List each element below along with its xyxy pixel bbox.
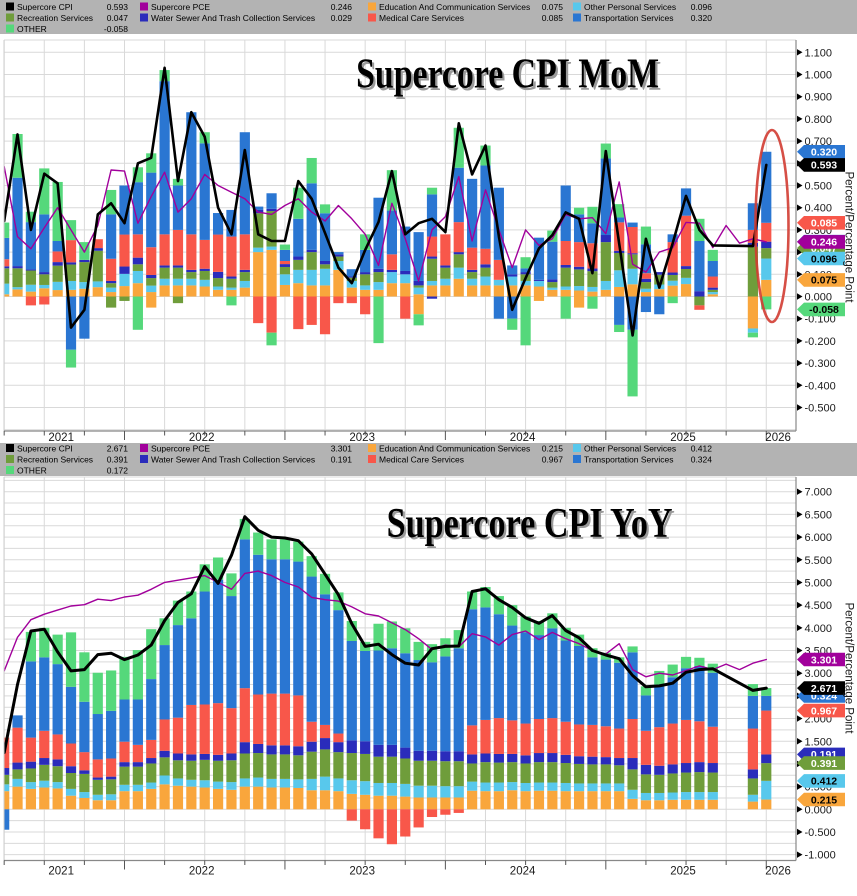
svg-text:2022: 2022 [189, 432, 215, 444]
svg-text:0.900: 0.900 [805, 92, 833, 104]
svg-text:0.324: 0.324 [691, 455, 713, 465]
svg-text:0.593: 0.593 [811, 160, 837, 172]
svg-text:0.412: 0.412 [691, 444, 713, 454]
svg-text:0.029: 0.029 [331, 13, 353, 23]
svg-text:2024: 2024 [510, 432, 536, 444]
svg-text:Supercore CPI YoY: Supercore CPI YoY [389, 503, 675, 549]
svg-text:0.800: 0.800 [805, 114, 833, 126]
svg-text:4.500: 4.500 [805, 600, 833, 612]
svg-text:Supercore CPI YoY: Supercore CPI YoY [387, 501, 673, 547]
svg-text:-0.300: -0.300 [805, 358, 836, 370]
svg-text:2022: 2022 [189, 866, 215, 878]
svg-text:0.075: 0.075 [811, 275, 837, 287]
svg-text:Supercore CPI: Supercore CPI [17, 444, 73, 454]
svg-text:2021: 2021 [48, 432, 74, 444]
svg-text:4.000: 4.000 [805, 623, 833, 635]
svg-text:OTHER: OTHER [17, 466, 47, 476]
svg-text:0.191: 0.191 [331, 455, 353, 465]
svg-text:0.412: 0.412 [811, 776, 837, 788]
svg-text:Education And Communication Se: Education And Communication Services [379, 2, 530, 12]
svg-text:1.000: 1.000 [805, 70, 833, 82]
svg-text:0.320: 0.320 [691, 13, 713, 23]
svg-text:0.400: 0.400 [805, 203, 833, 215]
svg-text:0.320: 0.320 [811, 147, 837, 159]
svg-text:Supercore CPI MoM: Supercore CPI MoM [358, 54, 661, 100]
svg-text:-0.400: -0.400 [805, 380, 836, 392]
svg-text:2025: 2025 [670, 866, 696, 878]
svg-text:0.246: 0.246 [331, 2, 353, 12]
svg-text:2021: 2021 [48, 866, 74, 878]
svg-text:2025: 2025 [670, 432, 696, 444]
svg-text:Recreation Services: Recreation Services [17, 13, 93, 23]
svg-text:0.047: 0.047 [107, 13, 129, 23]
svg-text:Percent/Percentage Point: Percent/Percentage Point [843, 171, 855, 303]
svg-text:-0.200: -0.200 [805, 336, 836, 348]
svg-text:7.000: 7.000 [805, 487, 833, 499]
svg-text:Transportation Services: Transportation Services [584, 13, 673, 23]
svg-text:Education And Communication Se: Education And Communication Services [379, 444, 530, 454]
svg-text:0.967: 0.967 [811, 705, 837, 717]
svg-text:0.000: 0.000 [805, 292, 833, 304]
svg-text:2023: 2023 [349, 866, 375, 878]
svg-text:0.172: 0.172 [107, 466, 129, 476]
svg-text:Percent/Percentage Point: Percent/Percentage Point [843, 602, 855, 734]
svg-text:0.075: 0.075 [542, 2, 564, 12]
svg-text:Supercore CPI: Supercore CPI [17, 2, 73, 12]
svg-text:2024: 2024 [510, 866, 536, 878]
svg-text:0.085: 0.085 [542, 13, 564, 23]
svg-text:-1.000: -1.000 [805, 850, 836, 862]
svg-text:-0.058: -0.058 [809, 304, 839, 316]
svg-text:2.671: 2.671 [811, 683, 837, 695]
svg-text:2026: 2026 [765, 432, 791, 444]
svg-text:Supercore CPI MoM: Supercore CPI MoM [356, 52, 659, 98]
svg-text:3.301: 3.301 [811, 654, 837, 666]
svg-text:0.391: 0.391 [811, 758, 837, 770]
svg-text:Other Personal Services: Other Personal Services [584, 444, 676, 454]
svg-text:0.096: 0.096 [811, 253, 837, 265]
svg-text:6.000: 6.000 [805, 532, 833, 544]
svg-text:Supercore PCE: Supercore PCE [151, 444, 210, 454]
svg-text:Supercore PCE: Supercore PCE [151, 2, 210, 12]
svg-text:0.593: 0.593 [107, 2, 129, 12]
svg-text:0.500: 0.500 [805, 181, 833, 193]
svg-text:2.671: 2.671 [107, 444, 129, 454]
svg-text:2026: 2026 [765, 866, 791, 878]
svg-text:0.246: 0.246 [811, 237, 837, 249]
svg-text:6.500: 6.500 [805, 509, 833, 521]
svg-text:3.000: 3.000 [805, 668, 833, 680]
svg-text:-0.058: -0.058 [104, 24, 128, 34]
svg-text:5.500: 5.500 [805, 555, 833, 567]
svg-text:0.000: 0.000 [805, 804, 833, 816]
svg-text:Recreation Services: Recreation Services [17, 455, 93, 465]
svg-text:0.967: 0.967 [542, 455, 564, 465]
svg-text:-0.500: -0.500 [805, 403, 836, 415]
svg-text:Water Sewer And Trash Collecti: Water Sewer And Trash Collection Service… [151, 13, 315, 23]
svg-text:0.215: 0.215 [542, 444, 564, 454]
svg-text:Medical Care Services: Medical Care Services [379, 13, 464, 23]
svg-text:3.301: 3.301 [331, 444, 353, 454]
svg-text:0.096: 0.096 [691, 2, 713, 12]
svg-text:Transportation Services: Transportation Services [584, 455, 673, 465]
svg-text:Water Sewer And Trash Collecti: Water Sewer And Trash Collection Service… [151, 455, 315, 465]
svg-text:5.000: 5.000 [805, 577, 833, 589]
svg-text:Other Personal Services: Other Personal Services [584, 2, 676, 12]
svg-text:1.100: 1.100 [805, 47, 833, 59]
svg-text:-0.500: -0.500 [805, 827, 836, 839]
svg-text:2023: 2023 [349, 432, 375, 444]
svg-text:0.085: 0.085 [811, 218, 837, 230]
svg-text:-0.100: -0.100 [805, 314, 836, 326]
svg-text:0.391: 0.391 [107, 455, 129, 465]
svg-text:1.500: 1.500 [805, 736, 833, 748]
svg-text:0.215: 0.215 [811, 794, 837, 806]
svg-text:OTHER: OTHER [17, 24, 47, 34]
svg-text:Medical Care Services: Medical Care Services [379, 455, 464, 465]
